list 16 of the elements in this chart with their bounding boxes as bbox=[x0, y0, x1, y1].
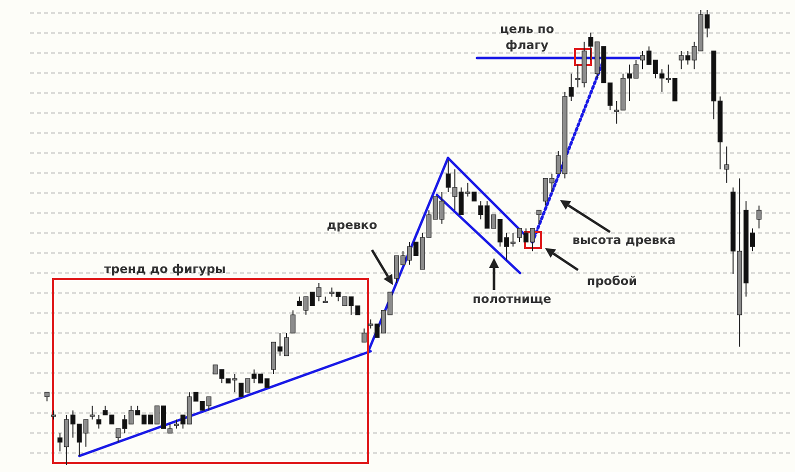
candlestick bbox=[724, 146, 730, 184]
candlestick bbox=[536, 210, 542, 224]
annotation: полотнище bbox=[472, 292, 552, 306]
annotation: цель по флагу bbox=[500, 22, 554, 52]
annotation: древко bbox=[326, 218, 378, 232]
candlestick bbox=[362, 328, 367, 343]
candlestick bbox=[90, 405, 95, 420]
candlestick bbox=[44, 392, 50, 402]
annotation: пробой bbox=[586, 274, 638, 288]
candlestick bbox=[96, 414, 102, 430]
candlestick bbox=[290, 310, 296, 334]
annotation: высота древка bbox=[572, 233, 676, 248]
annotation: тренд до фигуры bbox=[104, 262, 226, 276]
candlestick bbox=[50, 410, 56, 420]
candlestick bbox=[322, 296, 328, 303]
candlestick bbox=[756, 205, 762, 229]
